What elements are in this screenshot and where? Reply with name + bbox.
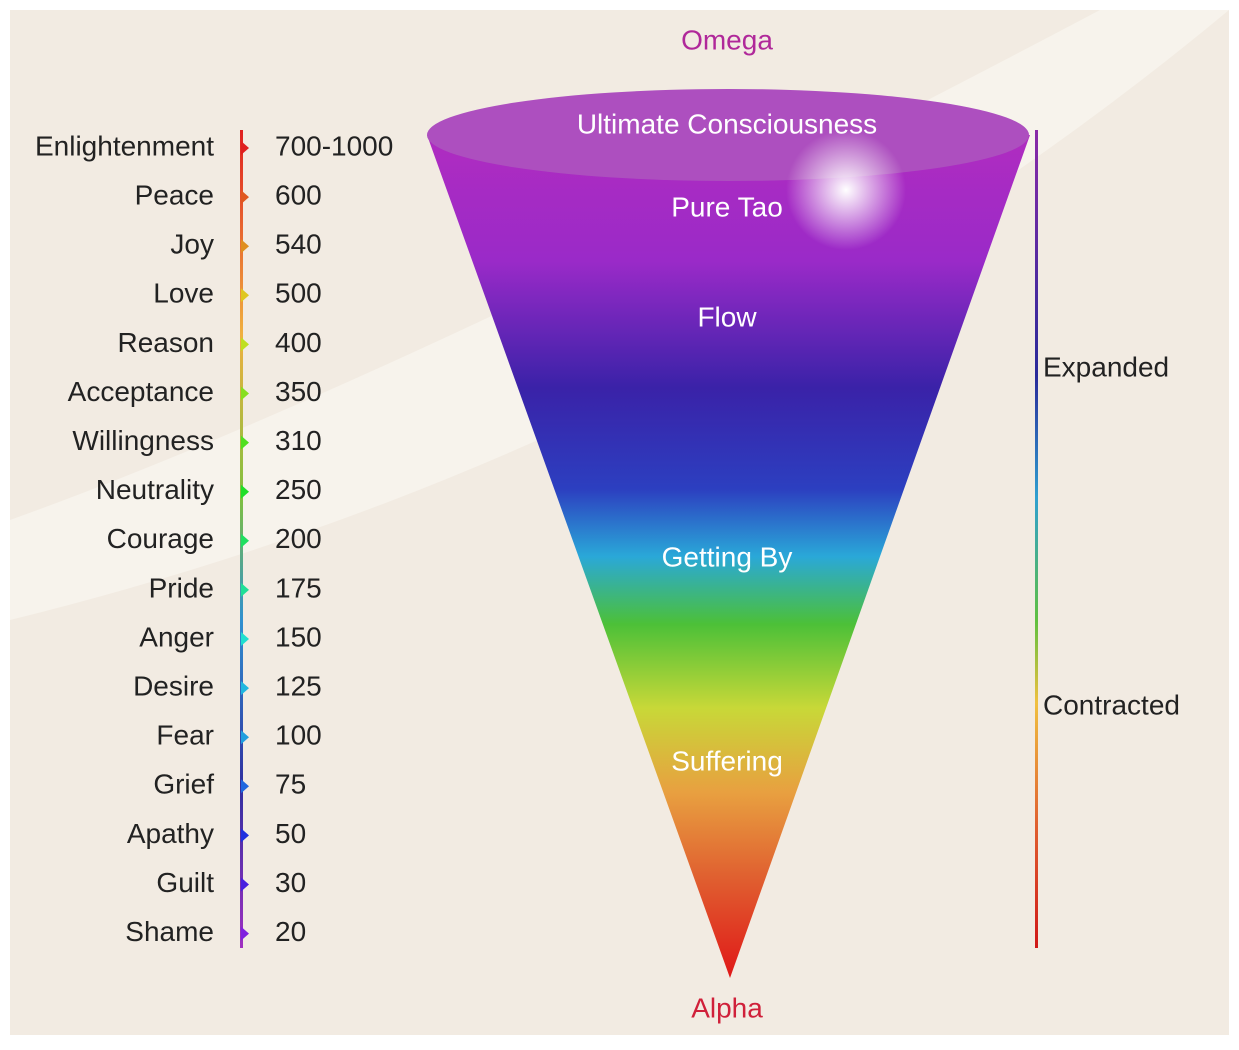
level-name: Courage — [107, 523, 214, 554]
bottom-label: Alpha — [691, 992, 763, 1023]
level-arrow — [241, 288, 249, 303]
level-value: 150 — [275, 621, 322, 652]
level-name: Peace — [135, 179, 214, 210]
level-arrow — [241, 926, 249, 941]
side-label: Contracted — [1043, 689, 1180, 720]
cone-label: Ultimate Consciousness — [577, 108, 877, 139]
side-label: Expanded — [1043, 351, 1169, 382]
level-arrow — [241, 828, 249, 843]
level-name: Joy — [170, 229, 214, 260]
level-name: Desire — [133, 670, 214, 701]
level-name: Guilt — [156, 867, 214, 898]
cone — [427, 135, 1030, 978]
level-name: Reason — [117, 327, 214, 358]
cone-label: Flow — [697, 301, 757, 332]
level-value: 310 — [275, 425, 322, 456]
level-arrow — [241, 239, 249, 254]
level-name: Shame — [125, 916, 214, 947]
level-value: 30 — [275, 867, 306, 898]
level-value: 350 — [275, 376, 322, 407]
level-name: Neutrality — [96, 474, 214, 505]
cone-label: Pure Tao — [671, 191, 783, 222]
level-value: 175 — [275, 572, 322, 603]
level-name: Enlightenment — [35, 130, 214, 161]
level-arrow — [241, 632, 249, 646]
level-value: 600 — [275, 179, 322, 210]
level-value: 100 — [275, 720, 322, 751]
top-label: Omega — [681, 24, 773, 55]
level-value: 50 — [275, 818, 306, 849]
level-name: Apathy — [127, 818, 214, 849]
level-name: Love — [153, 278, 214, 309]
level-value: 500 — [275, 278, 322, 309]
level-value: 540 — [275, 229, 322, 260]
level-arrow — [241, 779, 249, 794]
level-name: Grief — [153, 769, 214, 800]
level-arrow — [241, 141, 249, 155]
level-name: Willingness — [72, 425, 214, 456]
level-arrow — [241, 730, 249, 745]
glow — [786, 130, 906, 250]
level-arrow — [241, 582, 249, 597]
level-arrow — [241, 435, 249, 450]
level-value: 700-1000 — [275, 130, 393, 161]
cone-label: Suffering — [671, 745, 783, 776]
level-arrow — [241, 681, 249, 696]
level-value: 200 — [275, 523, 322, 554]
level-name: Anger — [139, 621, 214, 652]
level-value: 75 — [275, 769, 306, 800]
level-arrow — [241, 533, 249, 548]
level-arrow — [241, 337, 249, 352]
level-name: Acceptance — [68, 376, 214, 407]
right-scale — [1035, 130, 1038, 948]
cone-label: Getting By — [662, 541, 793, 572]
level-arrow — [241, 386, 249, 401]
level-value: 20 — [275, 916, 306, 947]
level-arrow — [241, 190, 249, 205]
level-arrow — [241, 484, 249, 499]
level-value: 250 — [275, 474, 322, 505]
level-value: 400 — [275, 327, 322, 358]
level-name: Fear — [156, 720, 214, 751]
level-name: Pride — [149, 572, 214, 603]
level-arrow — [241, 877, 249, 892]
level-value: 125 — [275, 670, 322, 701]
